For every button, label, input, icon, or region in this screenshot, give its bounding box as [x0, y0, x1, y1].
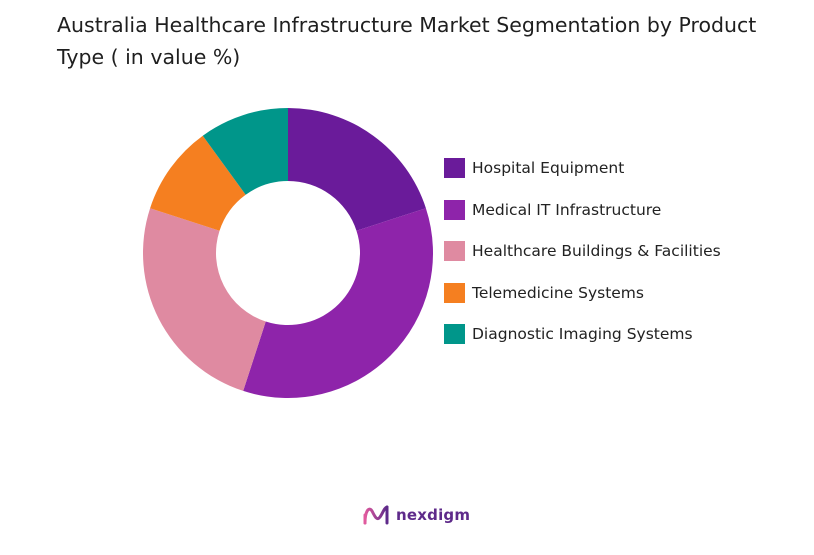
- chart-title: Australia Healthcare Infrastructure Mark…: [57, 13, 757, 69]
- legend-label: Medical IT Infrastructure: [472, 200, 662, 219]
- legend-item: Hospital Equipment: [444, 158, 721, 178]
- legend-swatch: [444, 324, 465, 344]
- donut-slice-hospital-equipment: [288, 108, 426, 231]
- legend-swatch: [444, 241, 465, 261]
- legend-item: Medical IT Infrastructure: [444, 199, 721, 220]
- nexdigm-logo-icon: [363, 505, 389, 525]
- brand-name: nexdigm: [396, 506, 471, 524]
- brand: nexdigm: [362, 503, 470, 527]
- legend-swatch: [444, 282, 465, 303]
- legend-label: Hospital Equipment: [472, 159, 625, 177]
- legend-label: Diagnostic Imaging Systems: [472, 325, 693, 343]
- legend-swatch: [444, 158, 465, 178]
- legend-swatch: [444, 199, 465, 220]
- legend-item: Diagnostic Imaging Systems: [444, 324, 721, 344]
- legend-label: Telemedicine Systems: [472, 283, 644, 302]
- donut-slice-telemedicine-systems: [150, 135, 246, 231]
- donut-slice-healthcare-buildings-facilities: [142, 208, 266, 391]
- donut-slice-medical-it-infrastructure: [243, 208, 434, 398]
- chart-legend: Hospital Equipment Medical IT Infrastruct…: [444, 158, 721, 366]
- legend-item: Healthcare Buildings & Facilities: [444, 241, 721, 261]
- legend-item: Telemedicine Systems: [444, 282, 721, 303]
- donut-slice-diagnostic-imaging-systems: [202, 108, 288, 195]
- legend-label: Healthcare Buildings & Facilities: [472, 242, 721, 260]
